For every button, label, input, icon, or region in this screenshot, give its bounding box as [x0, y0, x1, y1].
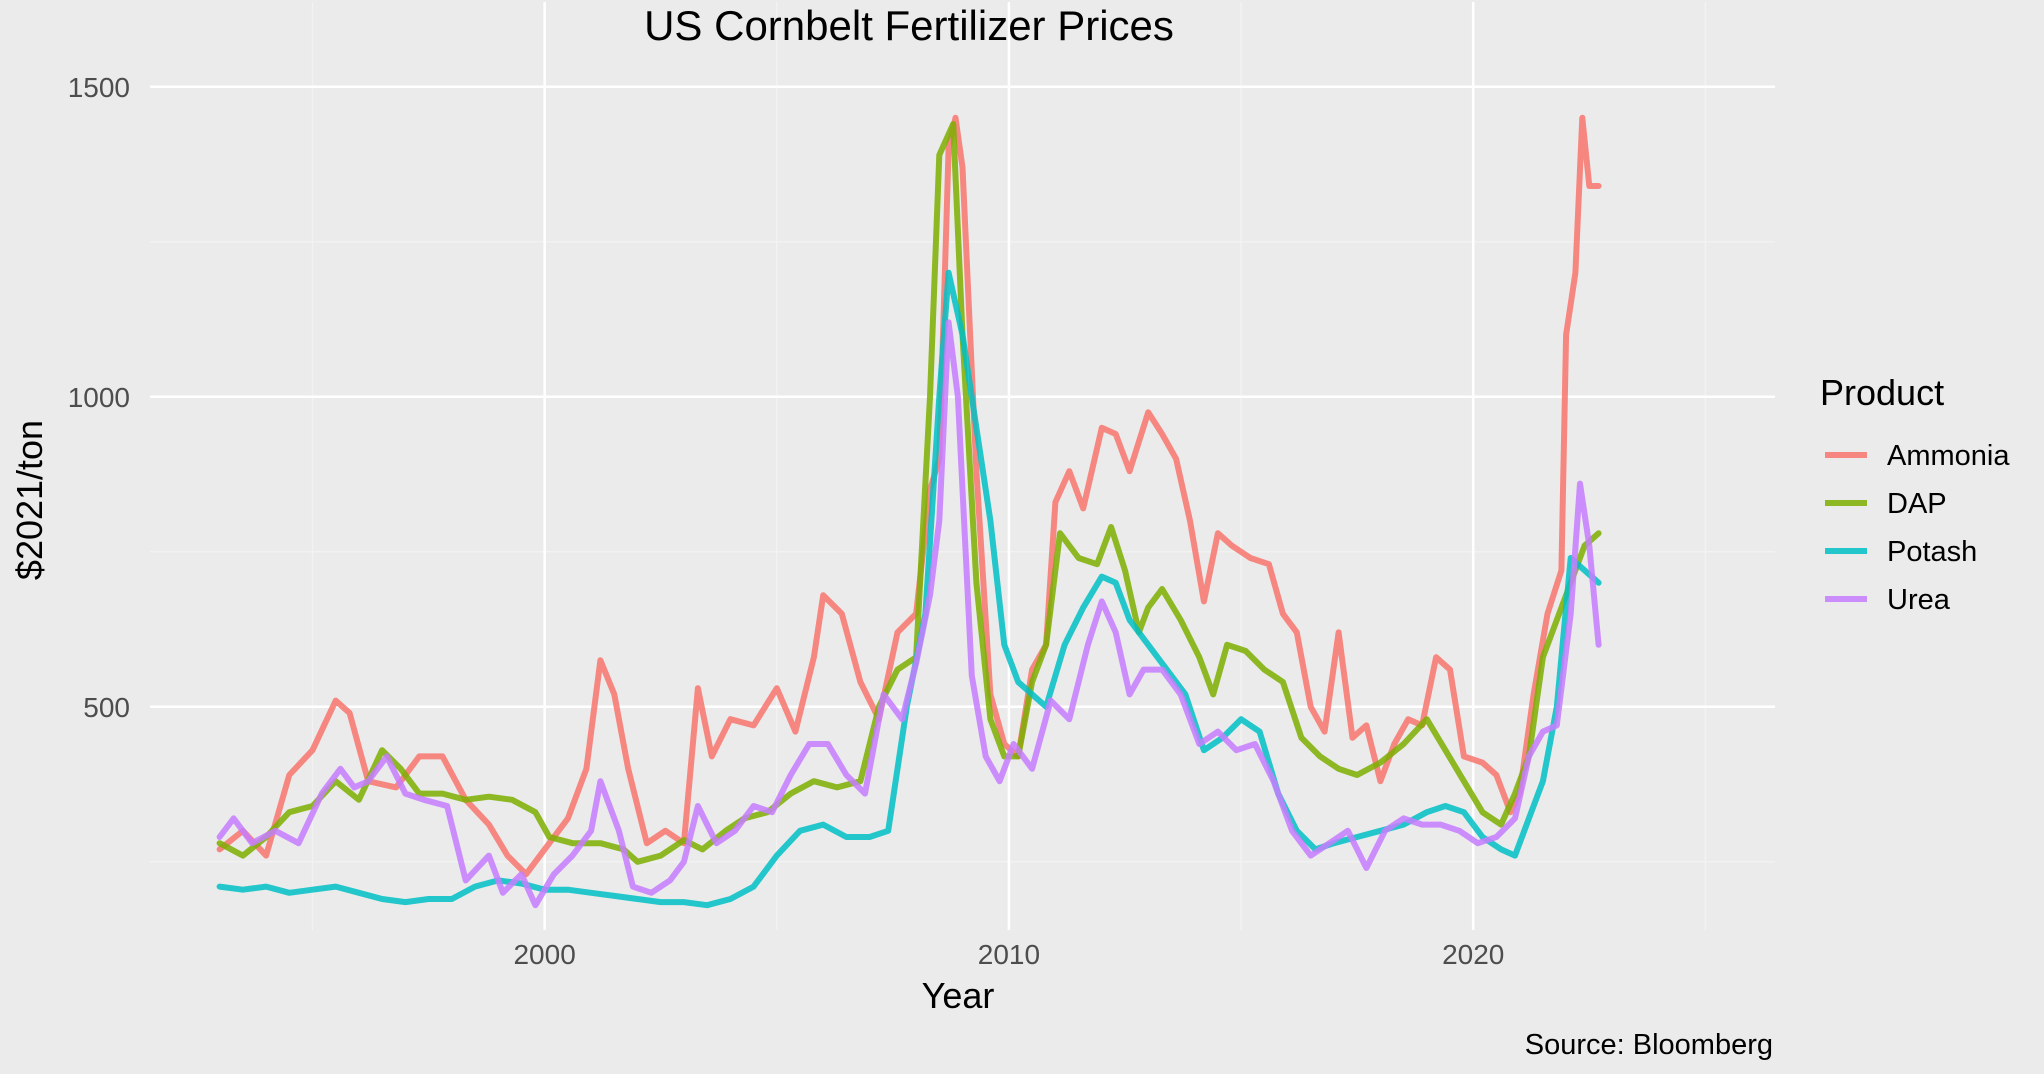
x-tick-label: 2000 — [513, 939, 575, 970]
x-tick-label: 2010 — [978, 939, 1040, 970]
y-axis-title: $2021/ton — [9, 420, 50, 580]
chart-title: US Cornbelt Fertilizer Prices — [644, 2, 1174, 49]
y-tick-label: 500 — [83, 692, 130, 723]
legend-label-urea: Urea — [1887, 584, 1951, 616]
legend-label-potash: Potash — [1887, 536, 1977, 568]
y-tick-label: 1000 — [68, 382, 130, 413]
legend-label-ammonia: Ammonia — [1887, 440, 2010, 472]
legend-title: Product — [1820, 372, 1944, 413]
series-lines — [216, 114, 1602, 909]
x-tick-label: 2020 — [1442, 939, 1504, 970]
series-line-dap — [216, 121, 1602, 865]
legend-label-dap: DAP — [1887, 488, 1947, 520]
y-axis-ticks: 500 1000 1500 — [68, 72, 130, 723]
legend: Product Ammonia DAP Potash Urea — [1820, 372, 2010, 616]
x-axis-ticks: 2000 2010 2020 — [513, 939, 1504, 970]
y-tick-label: 1500 — [68, 72, 130, 103]
grid-lines — [150, 2, 1775, 930]
series-line-ammonia — [216, 114, 1602, 878]
source-caption: Source: Bloomberg — [1525, 1029, 1773, 1061]
series-line-urea — [216, 319, 1602, 909]
x-axis-title: Year — [922, 975, 995, 1016]
